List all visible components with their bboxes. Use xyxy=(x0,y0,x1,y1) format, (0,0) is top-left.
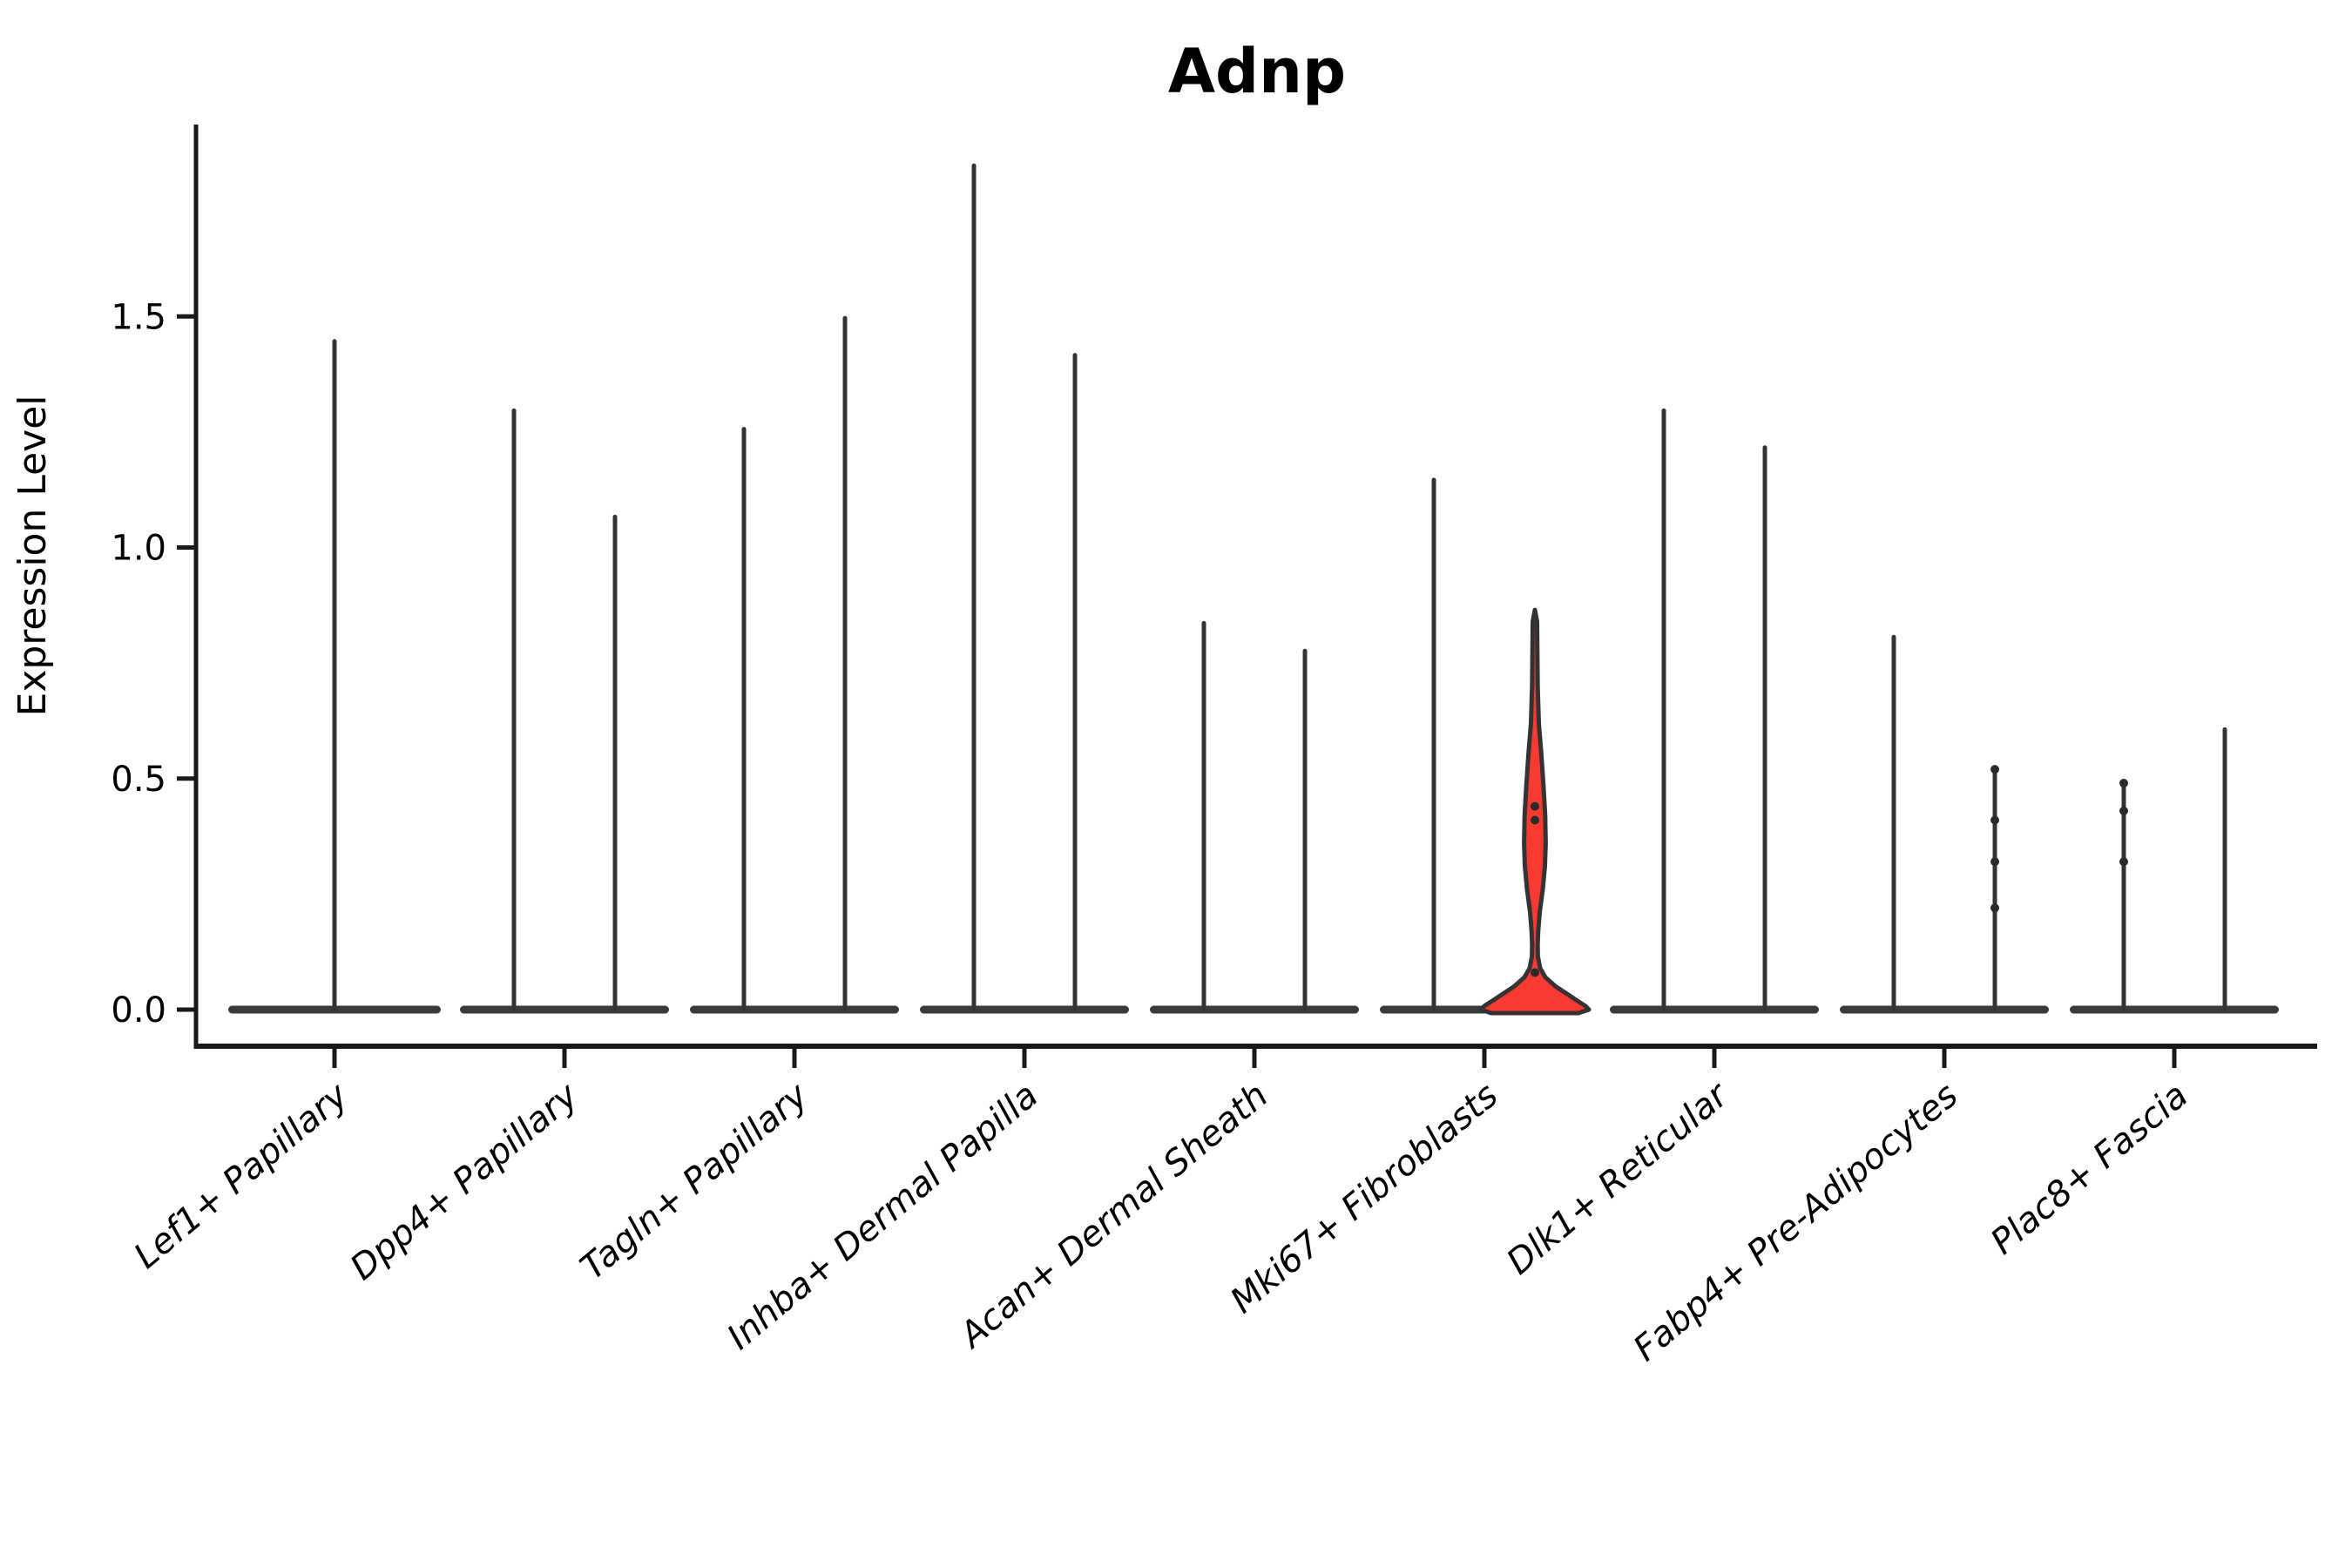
violin-tagln-papillary-right xyxy=(791,315,899,1014)
y-axis-ticks: 0.0 0.5 1.0 1.5 xyxy=(111,297,196,1031)
jitter-point xyxy=(1531,801,1539,811)
y-tick-label: 1.5 xyxy=(111,297,166,337)
violin-dpp4-papillary-right xyxy=(561,514,669,1014)
violin-plac8-fascia-left xyxy=(2070,782,2178,1014)
highlighted-violin-body xyxy=(1478,607,1592,1016)
plot-title: Adnp xyxy=(1168,36,1346,107)
y-tick-label: 1.0 xyxy=(111,529,166,569)
violin-fabp4-pre-adipocytes-right xyxy=(1941,768,2049,1014)
y-tick-label: 0.5 xyxy=(111,760,166,800)
violin-fabp4-pre-adipocytes-left xyxy=(1840,634,1948,1014)
y-tick-label: 0.0 xyxy=(111,990,166,1031)
jitter-point xyxy=(2119,857,2128,867)
violin-tagln-papillary-left xyxy=(690,427,798,1014)
violin-plac8-fascia-right xyxy=(2171,727,2279,1014)
violin-mki67-fibroblasts-left xyxy=(1380,477,1488,1014)
jitter-point xyxy=(1990,815,1999,825)
x-tick-label-plac8-fascia: Plac8+ Fascia xyxy=(1984,1075,2196,1262)
jitter-point xyxy=(1531,815,1539,825)
x-tick-label-lef1-papillary: Lef1+ Papillary xyxy=(126,1075,356,1277)
violin-acan-dermal-sheath-left xyxy=(1150,620,1258,1014)
jitter-point xyxy=(2119,806,2128,815)
axes-layer xyxy=(193,125,2317,1049)
violin-inhba-dermal-papilla-right xyxy=(1021,353,1129,1014)
violin-mki67-fibroblasts-right xyxy=(1478,607,1592,1016)
violin-inhba-dermal-papilla-left xyxy=(920,163,1028,1014)
violin-dlk1-reticular-left xyxy=(1610,408,1718,1014)
jitter-point xyxy=(2119,779,2128,788)
violin-dpp4-papillary-left xyxy=(460,408,568,1014)
violin-acan-dermal-sheath-right xyxy=(1251,648,1359,1014)
x-tick-label-tagln-papillary: Tagln+ Papillary xyxy=(573,1075,816,1288)
jitter-point xyxy=(1531,968,1539,977)
violin-dlk1-reticular-right xyxy=(1711,445,1819,1014)
x-tick-label-dlk1-reticular: Dlk1+ Reticular xyxy=(1499,1074,1737,1283)
violins-layer xyxy=(228,163,2279,1016)
jitter-point xyxy=(1990,857,1999,867)
jitter-point xyxy=(1990,903,1999,913)
jitter-point xyxy=(1990,765,1999,774)
x-tick-label-dpp4-papillary: Dpp4+ Papillary xyxy=(343,1075,587,1288)
violin-lef1-papillary-center xyxy=(228,339,441,1014)
jitter-points-layer xyxy=(1531,765,2128,977)
y-axis-label: Expression Level xyxy=(10,395,55,717)
